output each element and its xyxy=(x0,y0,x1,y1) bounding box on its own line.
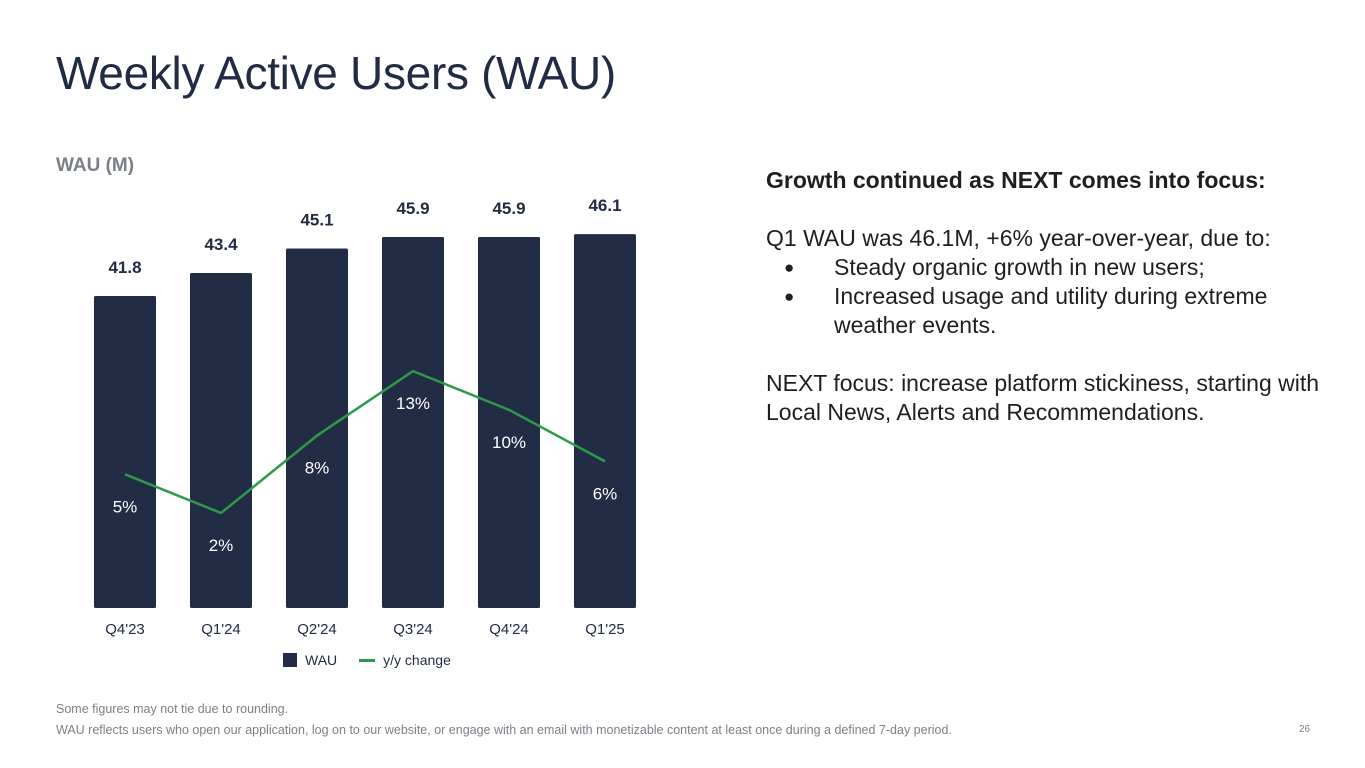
wau-value-label: 41.8 xyxy=(108,258,141,277)
yoy-change-label: 10% xyxy=(492,433,526,452)
page-number: 26 xyxy=(1299,724,1311,735)
yoy-change-label: 8% xyxy=(305,459,330,478)
x-tick-label: Q4'23 xyxy=(105,621,145,638)
wau-bar xyxy=(382,236,444,608)
wau-value-label: 45.9 xyxy=(396,199,429,218)
wau-bar xyxy=(190,272,252,608)
x-tick-label: Q3'24 xyxy=(393,621,433,638)
wau-bar xyxy=(574,234,636,608)
commentary-headline: Growth continued as NEXT comes into focu… xyxy=(766,167,1266,193)
commentary-bullet-list: Steady organic growth in new users; Incr… xyxy=(766,253,1326,340)
wau-bar xyxy=(478,236,540,608)
wau-bar xyxy=(94,296,156,608)
x-tick-label: Q1'25 xyxy=(585,621,625,638)
footnote-wau-definition: WAU reflects users who open our applicat… xyxy=(56,723,952,737)
wau-chart: 41.8 Q4'23 43.4 Q1'24 45.1 Q2'24 45.9 Q3'24 45.9… xyxy=(94,196,636,638)
chart-legend: WAU y/y change xyxy=(283,652,451,668)
commentary-panel: Growth continued as NEXT comes into focu… xyxy=(766,166,1326,456)
yoy-change-line xyxy=(124,369,606,515)
legend-swatch-wau xyxy=(283,653,297,667)
wau-value-label: 43.4 xyxy=(204,235,238,254)
wau-bar xyxy=(286,248,348,609)
x-tick-label: Q1'24 xyxy=(201,621,241,638)
legend-label-yoy: y/y change xyxy=(383,652,451,668)
commentary-intro: Q1 WAU was 46.1M, +6% year-over-year, du… xyxy=(766,225,1271,251)
wau-value-label: 46.1 xyxy=(588,196,621,215)
yoy-change-label: 6% xyxy=(593,484,618,503)
legend-swatch-yoy xyxy=(359,658,376,662)
footnote-rounding: Some figures may not tie due to rounding… xyxy=(56,702,289,716)
wau-value-label: 45.1 xyxy=(300,210,333,229)
slide-title: Weekly Active Users (WAU) xyxy=(56,47,616,99)
commentary-closing: NEXT focus: increase platform stickiness… xyxy=(766,370,1320,425)
legend-label-wau: WAU xyxy=(305,652,338,668)
commentary-bullet: Increased usage and utility during extre… xyxy=(766,282,1326,340)
x-tick-label: Q4'24 xyxy=(489,621,529,638)
yoy-change-label: 13% xyxy=(396,394,430,413)
yoy-change-label: 2% xyxy=(209,536,234,555)
commentary-bullet: Steady organic growth in new users; xyxy=(766,253,1326,282)
yoy-change-label: 5% xyxy=(113,497,138,516)
chart-y-axis-label: WAU (M) xyxy=(56,155,135,176)
x-tick-label: Q2'24 xyxy=(297,621,337,638)
wau-value-label: 45.9 xyxy=(492,199,525,218)
